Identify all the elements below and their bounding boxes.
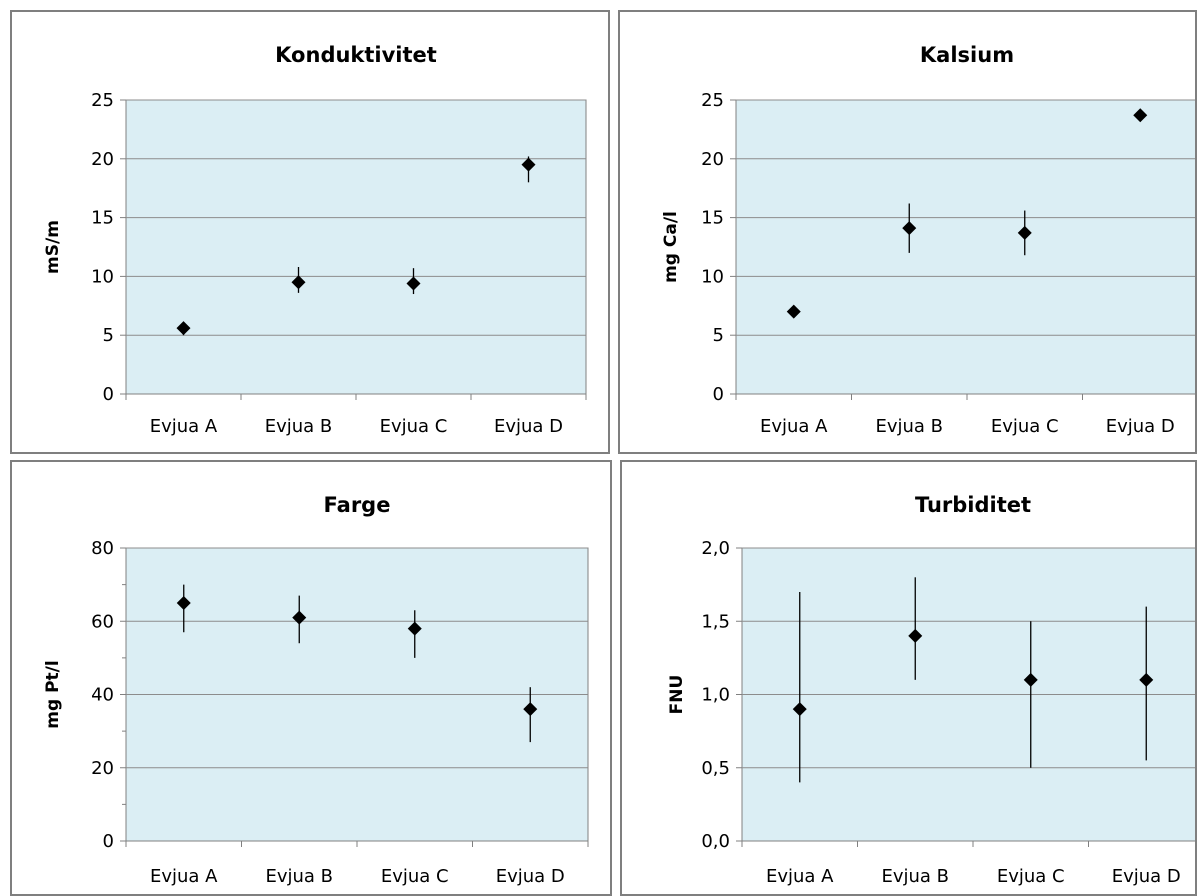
- data-point-marker: [407, 621, 422, 636]
- y-tick-label: 20: [91, 758, 114, 779]
- chart-title: Turbiditet: [915, 493, 1031, 517]
- data-point-marker: [786, 304, 801, 319]
- data-point-marker: [902, 221, 917, 236]
- x-category-label: Evjua D: [494, 416, 563, 437]
- chart-svg-konduktivitet: Konduktivitet 0 5 10 15 20 25 Evjua A Evjua B Evj…: [43, 43, 587, 437]
- chart-panel-kalsium: Kalsium 0 5 10 15 20 25 Evjua A Evjua B Evjua C Ev…: [618, 10, 1197, 454]
- y-tick-label: 10: [701, 266, 724, 287]
- x-category-label: Evjua C: [991, 416, 1059, 437]
- x-category-label: Evjua C: [381, 866, 449, 887]
- x-category-label: Evjua B: [265, 866, 333, 887]
- data-point-marker: [1017, 225, 1032, 240]
- x-category-label: Evjua A: [150, 416, 218, 437]
- chart-panel-konduktivitet: Konduktivitet 0 5 10 15 20 25 Evjua A Evjua B Evj…: [10, 10, 610, 454]
- plot-area: [125, 99, 587, 395]
- y-tick-label: 10: [91, 266, 114, 287]
- y-tick-label: 0: [103, 831, 114, 852]
- chart-title: Konduktivitet: [275, 43, 437, 67]
- data-point-marker: [792, 702, 807, 717]
- y-tick-label: 5: [103, 325, 114, 346]
- data-point-marker: [176, 595, 191, 610]
- y-tick-label: 0: [103, 384, 114, 405]
- x-category-label: Evjua B: [875, 416, 943, 437]
- y-tick-label: 1,5: [701, 611, 730, 632]
- x-category-label: Evjua C: [380, 416, 448, 437]
- y-tick-label: 15: [91, 208, 114, 229]
- x-category-label: Evjua B: [265, 416, 333, 437]
- chart-title: Farge: [324, 493, 391, 517]
- y-axis-label: mg Ca/l: [661, 211, 681, 283]
- x-category-label: Evjua A: [150, 866, 218, 887]
- chart-panel-farge: Farge 0 20 40 60 80 Evjua A Evjua B Evjua C Evjua…: [10, 460, 612, 896]
- y-tick-label: 25: [701, 90, 724, 111]
- y-tick-label: 0,5: [701, 758, 730, 779]
- y-tick-label: 0: [713, 384, 724, 405]
- chart-title: Kalsium: [920, 43, 1014, 67]
- data-point-marker: [292, 610, 307, 625]
- y-tick-label: 20: [91, 149, 114, 170]
- y-axis-label: mS/m: [43, 220, 63, 274]
- y-tick-label: 20: [701, 149, 724, 170]
- chart-svg-turbiditet: Turbiditet 0,0 0,5 1,0 1,5 2,0 Evjua A Evjua B E…: [667, 493, 1195, 887]
- y-tick-label: 1,0: [701, 685, 730, 706]
- x-category-label: Evjua C: [997, 866, 1065, 887]
- x-category-label: Evjua D: [496, 866, 565, 887]
- data-point-marker: [1133, 108, 1148, 123]
- x-category-label: Evjua A: [766, 866, 834, 887]
- x-category-label: Evjua A: [760, 416, 828, 437]
- chart-svg-kalsium: Kalsium 0 5 10 15 20 25 Evjua A Evjua B Evjua C Ev…: [661, 43, 1195, 437]
- data-point-marker: [1139, 672, 1154, 687]
- data-point-marker: [521, 157, 536, 172]
- data-point-marker: [908, 628, 923, 643]
- x-category-label: Evjua B: [881, 866, 949, 887]
- data-point-marker: [523, 702, 538, 717]
- y-tick-label: 25: [91, 90, 114, 111]
- plot-area: [735, 99, 1195, 395]
- data-point-marker: [406, 276, 421, 291]
- y-tick-label: 15: [701, 208, 724, 229]
- y-tick-label: 5: [713, 325, 724, 346]
- y-tick-label: 2,0: [701, 538, 730, 559]
- data-point-marker: [291, 275, 306, 290]
- y-axis-label: FNU: [667, 675, 687, 715]
- data-point-marker: [1023, 672, 1038, 687]
- x-category-label: Evjua D: [1112, 866, 1181, 887]
- y-tick-label: 0,0: [701, 831, 730, 852]
- y-axis-label: mg Pt/l: [43, 660, 63, 728]
- y-tick-label: 40: [91, 685, 114, 706]
- chart-panel-turbiditet: Turbiditet 0,0 0,5 1,0 1,5 2,0 Evjua A Evjua B E…: [620, 460, 1197, 896]
- x-category-label: Evjua D: [1106, 416, 1175, 437]
- y-tick-label: 60: [91, 611, 114, 632]
- y-tick-label: 80: [91, 538, 114, 559]
- data-point-marker: [176, 321, 191, 336]
- chart-svg-farge: Farge 0 20 40 60 80 Evjua A Evjua B Evjua C Evjua…: [43, 493, 589, 887]
